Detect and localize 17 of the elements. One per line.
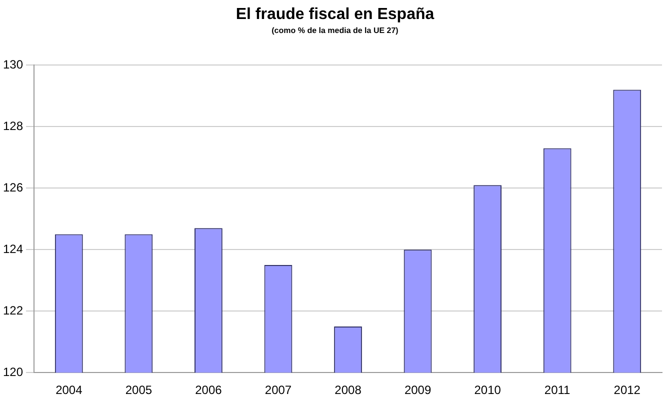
x-tick-label: 2007 — [264, 383, 292, 398]
x-tick-label: 2011 — [544, 383, 571, 398]
chart-title: El fraude fiscal en España — [234, 6, 436, 24]
x-tick-label: 2009 — [404, 383, 432, 398]
x-tick-label: 2010 — [474, 383, 502, 398]
y-tick-label: 124 — [2, 242, 24, 256]
x-tick-label: 2006 — [195, 383, 222, 398]
y-tick-label: 130 — [2, 58, 24, 72]
chart-subtitle: (como % de la media de la UE 27) — [270, 26, 400, 35]
y-tick-label: 128 — [2, 118, 24, 133]
x-tick-label: 2008 — [334, 383, 362, 398]
x-tick-label: 2005 — [125, 383, 152, 398]
y-tick-label: 126 — [2, 180, 24, 194]
y-tick-label: 120 — [2, 364, 24, 379]
x-tick-label: 2012 — [614, 383, 641, 398]
y-tick-label: 122 — [2, 303, 24, 318]
x-tick-label: 2004 — [56, 383, 83, 398]
